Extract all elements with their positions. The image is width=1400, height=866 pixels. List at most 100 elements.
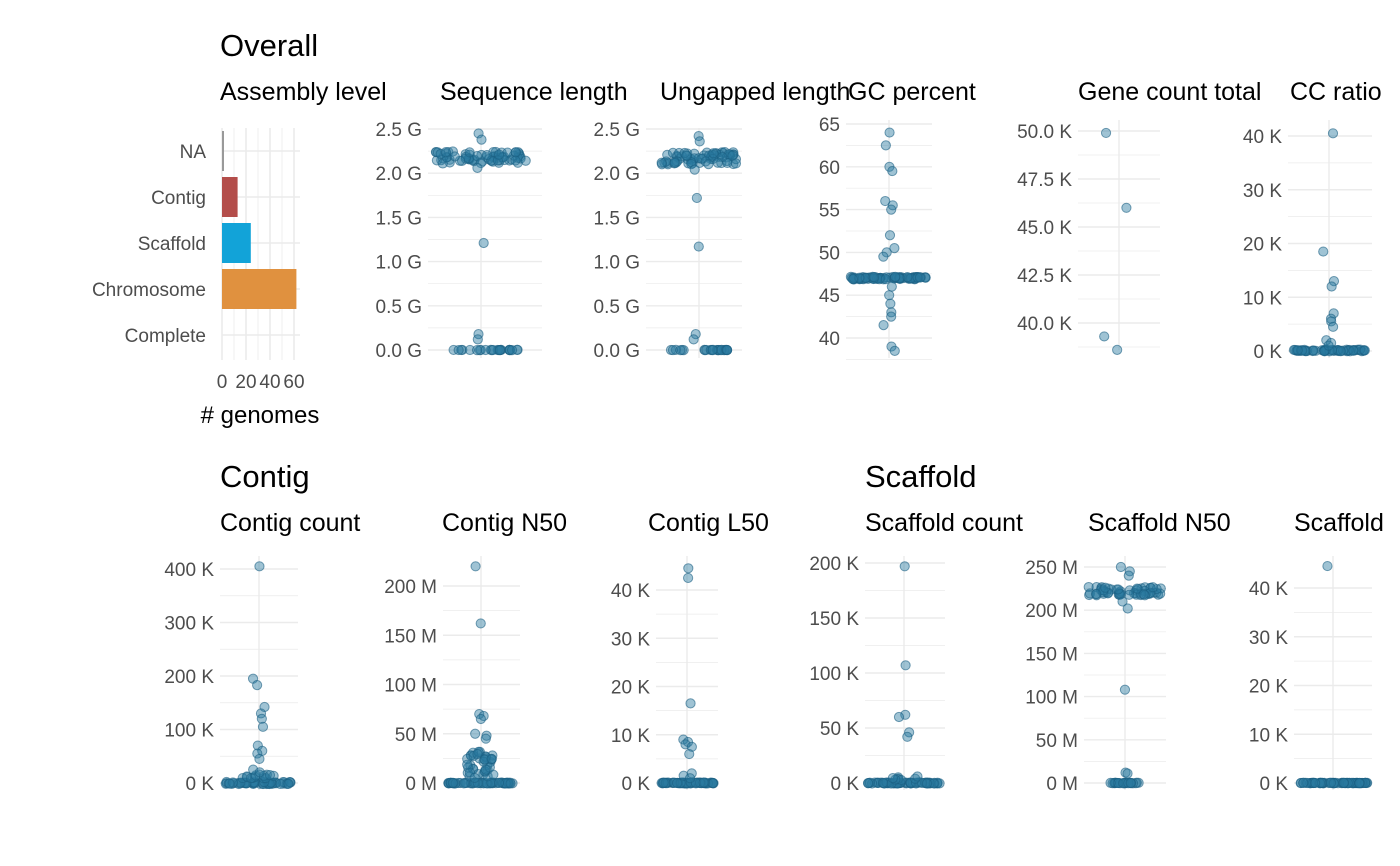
y-tick-label: 30 K (1243, 181, 1282, 202)
data-point (462, 753, 473, 764)
y-tick-label: 0.5 G (594, 297, 640, 318)
data-point (877, 777, 889, 788)
y-tick-label: 60 (819, 158, 840, 179)
data-point (884, 127, 895, 138)
y-tick-label: 150 M (1025, 644, 1078, 665)
category-label: Contig (151, 188, 206, 209)
y-tick-label: 40 K (1249, 579, 1288, 600)
data-point (456, 344, 467, 356)
data-point (254, 753, 265, 765)
data-point (493, 149, 505, 160)
data-point (447, 777, 458, 788)
data-point (1147, 582, 1158, 593)
data-point (1328, 276, 1340, 287)
y-tick-label: 150 K (809, 609, 859, 630)
data-point (1298, 777, 1309, 789)
panel-3: GC percent 40 45 50 55 60 65 (819, 78, 976, 360)
data-point (441, 152, 452, 163)
data-point (698, 777, 709, 788)
data-point (900, 709, 911, 720)
data-point (1348, 345, 1359, 356)
y-tick-label: 200 K (164, 667, 214, 688)
y-tick-label: 1.0 G (376, 253, 422, 274)
data-point (675, 345, 686, 356)
panel-title: Scaffold N50 (1088, 509, 1231, 537)
x-tick-label: 60 (283, 372, 304, 393)
data-point (480, 344, 491, 356)
data-point (889, 345, 900, 356)
data-point (450, 778, 461, 789)
data-point (1118, 778, 1129, 789)
y-tick-label: 40 K (1243, 127, 1282, 148)
panel-10: Scaffold N50 0 M 50 M 100 M 150 M 200 M 250 M (1025, 509, 1231, 795)
y-tick-label: 2.5 G (594, 120, 640, 141)
data-point (693, 241, 704, 252)
data-point (473, 328, 484, 340)
panel-title: CC ratio (1290, 78, 1382, 106)
data-point (471, 345, 483, 356)
data-point (686, 158, 697, 170)
y-tick-label: 30 K (1249, 628, 1288, 649)
data-point (1112, 344, 1123, 355)
data-point (680, 739, 691, 750)
data-point (479, 754, 490, 765)
panel-9: Scaffold count 0 K 50 K 100 K 150 K 200 K (809, 509, 1023, 795)
data-point (1124, 589, 1135, 600)
panel-title: Contig N50 (442, 509, 567, 537)
panel-0: Assembly level NA Contig Scaffold Chromosome… (92, 78, 387, 429)
y-tick-label: 1.5 G (376, 208, 422, 229)
data-point (470, 561, 481, 572)
data-point (658, 777, 669, 788)
x-tick-label: 40 (259, 372, 280, 393)
data-point (453, 344, 464, 356)
y-tick-label: 55 (819, 201, 840, 222)
data-point (432, 147, 443, 158)
data-point (472, 334, 483, 345)
data-point (473, 128, 484, 139)
data-point (685, 698, 696, 709)
data-point (506, 345, 518, 356)
y-tick-label: 40 (819, 329, 840, 350)
panel-6: Contig count 0 K 100 K 200 K 300 K 400 K (164, 509, 360, 795)
data-point (912, 272, 923, 283)
data-point (678, 734, 689, 745)
data-point (727, 150, 738, 161)
section-title-scaffold: Scaffold (865, 459, 976, 494)
data-point (458, 778, 469, 789)
data-point (900, 660, 911, 671)
data-point (889, 243, 900, 254)
data-point (1100, 127, 1112, 139)
bar (222, 177, 238, 217)
y-tick-label: 0 K (830, 774, 859, 795)
data-point (683, 572, 694, 584)
y-tick-label: 42.5 K (1017, 266, 1072, 287)
category-label: Scaffold (138, 234, 206, 255)
y-tick-label: 40 K (611, 581, 650, 602)
bar (222, 223, 251, 263)
y-tick-label: 150 M (384, 626, 437, 647)
data-point (464, 147, 475, 158)
data-point (1302, 777, 1313, 789)
data-point (884, 290, 895, 301)
y-tick-label: 20 K (1249, 677, 1288, 698)
panel-4: Gene count total 40.0 K 42.5 K 45.0 K 47.5 K… (1017, 78, 1261, 355)
data-point (1359, 345, 1370, 356)
y-tick-label: 0 K (1253, 342, 1282, 363)
y-tick-label: 2.0 G (376, 164, 422, 185)
data-point (899, 561, 910, 572)
data-point (254, 767, 265, 778)
x-tick-label: 20 (235, 372, 256, 393)
data-point (1321, 335, 1332, 346)
data-point (1122, 768, 1133, 779)
y-tick-label: 100 M (384, 676, 437, 697)
y-tick-label: 45.0 K (1017, 218, 1072, 239)
data-point (914, 272, 926, 283)
data-point (934, 778, 945, 789)
data-point (494, 345, 505, 356)
data-point (1112, 777, 1124, 789)
y-tick-label: 2.0 G (594, 164, 640, 185)
category-label: Complete (125, 326, 206, 347)
y-tick-label: 200 K (809, 554, 859, 575)
data-point (921, 778, 933, 789)
